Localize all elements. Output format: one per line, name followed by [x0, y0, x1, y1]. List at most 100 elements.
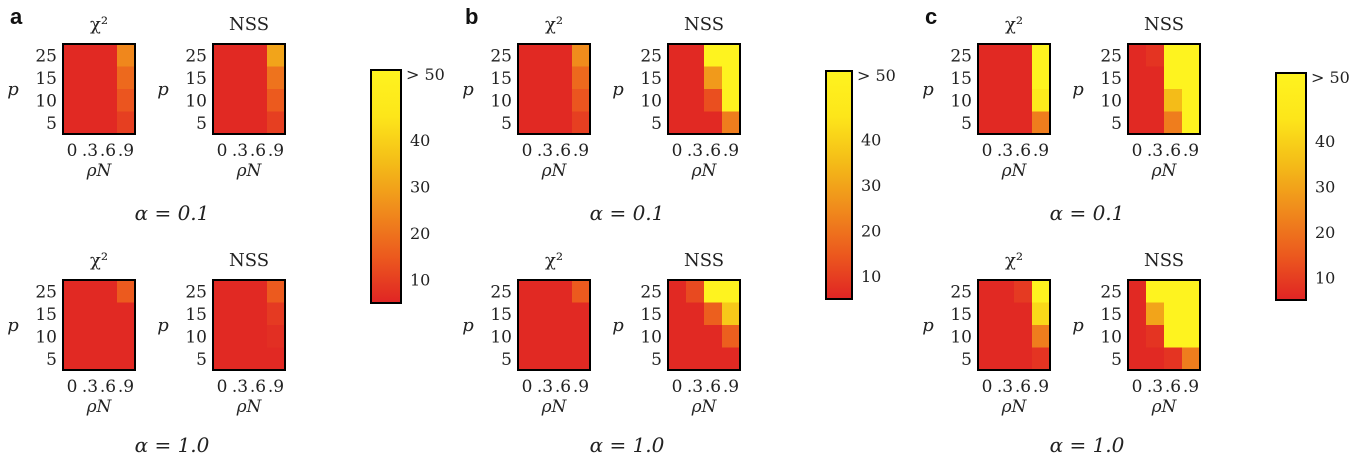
y-tick-label: 15: [490, 69, 512, 89]
heatmap-cell: [63, 302, 82, 326]
x-tick-label: .3: [1147, 141, 1163, 161]
heatmap-cell: [249, 302, 268, 326]
x-tick-label: .9: [1183, 377, 1199, 397]
x-axis-label: ρN: [541, 397, 568, 417]
heatmap-cell: [81, 66, 100, 90]
heatmap-cell: [99, 66, 118, 90]
heatmap-cell: [1182, 111, 1201, 135]
heatmap-border: [1127, 279, 1201, 371]
y-tick-label: 15: [640, 305, 662, 325]
heatmap-title: NSS: [684, 14, 724, 35]
heatmap-cell: [704, 302, 723, 326]
heatmap-cell: [117, 66, 136, 90]
y-tick-label: 15: [640, 69, 662, 89]
heatmap-cell: [668, 325, 687, 348]
heatmap-cell: [686, 347, 705, 371]
heatmap-cell: [1146, 66, 1165, 90]
heatmap-cell: [99, 280, 118, 303]
y-tick-label: 5: [1111, 350, 1122, 370]
heatmap-cell: [518, 325, 537, 348]
colorbar-tick-label: 10: [861, 267, 881, 286]
x-tick-label: .3: [82, 377, 98, 397]
x-tick-label: .9: [268, 141, 284, 161]
heatmap-cell: [1014, 66, 1033, 90]
heatmap-cell: [1032, 44, 1051, 67]
y-axis-label: p: [612, 79, 624, 100]
y-tick-label: 15: [35, 305, 57, 325]
heatmap-cell: [1182, 66, 1201, 90]
x-tick-label: .9: [268, 377, 284, 397]
heatmap-cell: [518, 111, 537, 135]
x-axis-label: ρN: [1001, 161, 1028, 181]
x-tick-label: .9: [1183, 141, 1199, 161]
y-tick-label: 5: [651, 350, 662, 370]
x-tick-label: 0: [217, 377, 228, 397]
heatmap-cell: [213, 280, 232, 303]
y-tick-label: 15: [35, 69, 57, 89]
heatmap-cell: [213, 325, 232, 348]
y-tick-label: 15: [490, 305, 512, 325]
y-tick-label: 10: [185, 91, 207, 111]
y-tick-label: 15: [1100, 305, 1122, 325]
heatmap-cell: [267, 302, 286, 326]
colorbar-tick-label: 40: [861, 130, 881, 149]
heatmap-cell: [1146, 325, 1165, 348]
y-tick-label: 25: [490, 282, 512, 302]
alpha-label: α = 1.0: [1050, 433, 1125, 457]
heatmap-cell: [63, 89, 82, 112]
heatmap-cell: [536, 66, 555, 90]
heatmap-cell: [1164, 325, 1183, 348]
heatmap-cell: [1032, 66, 1051, 90]
heatmap-title: NSS: [1144, 14, 1184, 35]
heatmap-cell: [1164, 44, 1183, 67]
x-tick-label: .3: [537, 141, 553, 161]
heatmap-cell: [249, 66, 268, 90]
heatmap-cell: [81, 280, 100, 303]
heatmap-border: [212, 279, 286, 371]
y-tick-label: 5: [501, 114, 512, 134]
heatmap-cell: [536, 111, 555, 135]
heatmap-cell: [249, 280, 268, 303]
x-tick-label: 0: [982, 141, 993, 161]
heatmap-cell: [213, 89, 232, 112]
heatmap-cell: [1032, 89, 1051, 112]
heatmap-border: [667, 279, 741, 371]
heatmap-cell: [81, 111, 100, 135]
colorbar: [1275, 72, 1307, 301]
colorbar-tick-label: 10: [410, 271, 430, 290]
heatmap-cell: [1146, 280, 1165, 303]
colorbar-tick-label: 20: [410, 224, 430, 243]
y-tick-label: 10: [490, 327, 512, 347]
heatmap-cell: [978, 302, 997, 326]
heatmap-cell: [686, 89, 705, 112]
heatmap-cell: [722, 89, 741, 112]
x-tick-label: 0: [672, 377, 683, 397]
colorbar-tick-label: 30: [410, 178, 430, 197]
colorbar-top-label: > 50: [857, 66, 896, 85]
heatmap-cell: [554, 89, 573, 112]
heatmap-cell: [978, 325, 997, 348]
heatmap-cell: [1014, 302, 1033, 326]
y-axis-label: p: [7, 315, 19, 336]
heatmap-cell: [686, 66, 705, 90]
heatmap-cell: [1032, 302, 1051, 326]
x-tick-label: .6: [705, 141, 721, 161]
y-tick-label: 25: [185, 282, 207, 302]
heatmap-cell: [1128, 66, 1147, 90]
heatmap-cell: [518, 66, 537, 90]
alpha-label: α = 0.1: [135, 201, 210, 225]
alpha-label: α = 1.0: [590, 433, 665, 457]
heatmap-title: NSS: [1144, 250, 1184, 271]
colorbar-tick-label: 20: [861, 222, 881, 241]
y-axis-label: p: [462, 79, 474, 100]
heatmap-cell: [668, 89, 687, 112]
y-tick-label: 25: [950, 282, 972, 302]
x-tick-label: 0: [1132, 141, 1143, 161]
heatmap-cell: [81, 325, 100, 348]
y-tick-label: 5: [46, 350, 57, 370]
heatmap-border: [517, 43, 591, 135]
heatmap-cell: [1032, 280, 1051, 303]
alpha-label: α = 0.1: [1050, 201, 1125, 225]
heatmap-cell: [668, 111, 687, 135]
colorbar-tick-label: 30: [1315, 178, 1335, 197]
